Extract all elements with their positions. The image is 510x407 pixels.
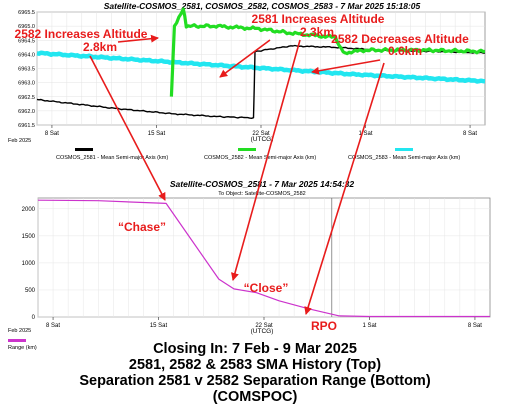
series-cosmos-2583 xyxy=(36,50,486,84)
bottom-chart: Satellite-COSMOS_2581 - 7 Mar 2025 14:54… xyxy=(8,179,491,351)
bottom-x-tick-label: 8 Sat xyxy=(468,323,482,329)
top-chart-title: Satellite-COSMOS_2581, COSMOS_2582, COSM… xyxy=(104,1,421,11)
top-x-tick-label: 8 Sat xyxy=(463,131,477,137)
annotation-2581-increase-value: 2.3km xyxy=(300,25,334,39)
annotation-rpo: RPO xyxy=(311,319,337,333)
annotation-2581-increase-title: 2581 Increases Altitude xyxy=(252,12,385,26)
annotation-chase: “Chase” xyxy=(118,220,166,234)
arrow-2582-decrease-to-top xyxy=(311,59,381,75)
bottom-x-tick-label: 1 Sat xyxy=(362,323,376,329)
bottom-y-tick-label: 2000 xyxy=(22,207,36,213)
bottom-y-tick-label: 500 xyxy=(25,288,36,294)
bottom-y-tick-label: 1000 xyxy=(22,261,36,267)
annotation-2582-decrease-value: 0.6km xyxy=(388,44,422,58)
annotation-2582-increase-value: 2.8km xyxy=(83,40,117,54)
annotation-2582-decrease-title: 2582 Decreases Altitude xyxy=(331,32,469,46)
top-y-tick-label: 6964.5 xyxy=(18,38,35,44)
caption-line-3: Separation 2581 v 2582 Separation Range … xyxy=(79,373,431,389)
legend-label-2581: COSMOS_2581 - Mean Semi-major Axis (km) xyxy=(56,155,168,161)
top-y-tick-label: 6963.0 xyxy=(18,81,35,87)
top-y-tick-label: 6962.0 xyxy=(18,109,35,115)
bottom-x-tick-label: 15 Sat xyxy=(150,323,168,329)
bottom-x-tick-label: 8 Sat xyxy=(46,323,60,329)
top-y-tick-label: 6965.5 xyxy=(18,10,35,16)
legend-swatch-2581 xyxy=(75,148,93,151)
caption-line-1: Closing In: 7 Feb - 9 Mar 2025 xyxy=(153,341,357,357)
top-x-tick-label: 22 Sat xyxy=(252,131,270,137)
annotation-close: “Close” xyxy=(244,281,289,295)
top-x-tick-label: 1 Sat xyxy=(359,131,373,137)
top-y-tick-label: 6963.5 xyxy=(18,67,35,73)
legend-swatch-range xyxy=(8,339,26,342)
bottom-x-tick-label: 22 Sat xyxy=(255,323,273,329)
arrow-2582-increase-to-top xyxy=(117,34,159,43)
bottom-grid xyxy=(37,198,490,318)
top-x-tick-label: 8 Sat xyxy=(45,131,59,137)
bottom-x-tick-labels: 8 Sat 15 Sat 22 Sat 1 Sat 8 Sat xyxy=(46,317,482,329)
top-y-tick-labels: 6965.5 6965.0 6964.5 6964.0 6963.5 6963.0 6962… xyxy=(18,10,35,129)
bottom-x-axis-month: Feb 2025 xyxy=(8,328,31,334)
arrow-2581-increase-to-top xyxy=(219,39,271,78)
arrow-2581-increase-to-bottom xyxy=(231,39,301,281)
top-x-tick-labels: 8 Sat 15 Sat 22 Sat 1 Sat 8 Sat xyxy=(45,125,477,137)
caption-line-4: (COMSPOC) xyxy=(212,389,298,405)
top-x-axis-unit: (UTCG) xyxy=(251,136,274,143)
legend-swatch-2582 xyxy=(238,148,256,151)
top-y-tick-label: 6961.5 xyxy=(18,123,35,129)
top-y-tick-label: 6962.5 xyxy=(18,95,35,101)
annotation-2582-increase-title: 2582 Increases Altitude xyxy=(15,27,148,41)
arrow-2582-decrease-to-bottom xyxy=(304,62,385,315)
bottom-y-tick-labels: 2000 1500 1000 500 0 xyxy=(22,207,36,321)
bottom-x-axis-unit: (UTCG) xyxy=(251,328,274,335)
legend-label-2583: COSMOS_2583 - Mean Semi-major Axis (km) xyxy=(348,155,460,161)
top-series xyxy=(36,7,486,119)
top-chart: Satellite-COSMOS_2581, COSMOS_2582, COSM… xyxy=(0,0,510,170)
top-x-axis-month: Feb 2025 xyxy=(8,138,31,144)
bottom-y-tick-label: 1500 xyxy=(22,234,36,240)
series-cosmos-2582 xyxy=(169,7,486,97)
top-legend: COSMOS_2581 - Mean Semi-major Axis (km) … xyxy=(56,148,460,161)
series-range-km xyxy=(37,199,490,318)
caption-line-2: 2581, 2582 & 2583 SMA History (Top) xyxy=(128,357,382,373)
bottom-chart-title: Satellite-COSMOS_2581 - 7 Mar 2025 14:54… xyxy=(170,179,355,189)
annotations: 2582 Increases Altitude 2.8km 2581 Incre… xyxy=(15,12,470,333)
top-y-tick-label: 6965.0 xyxy=(18,24,35,30)
bottom-chart-subtitle: To Object: Satellite-COSMOS_2582 xyxy=(218,191,305,197)
bottom-series xyxy=(37,199,490,318)
legend-label-range: Range (km) xyxy=(8,345,37,351)
legend-swatch-2583 xyxy=(395,148,413,151)
top-y-tick-label: 6964.0 xyxy=(18,52,35,58)
legend-label-2582: COSMOS_2582 - Mean Semi-major Axis (km) xyxy=(204,155,316,161)
top-x-tick-label: 15 Sat xyxy=(148,131,166,137)
bottom-y-tick-label: 0 xyxy=(32,315,36,321)
arrow-2582-increase-to-bottom xyxy=(89,55,166,201)
